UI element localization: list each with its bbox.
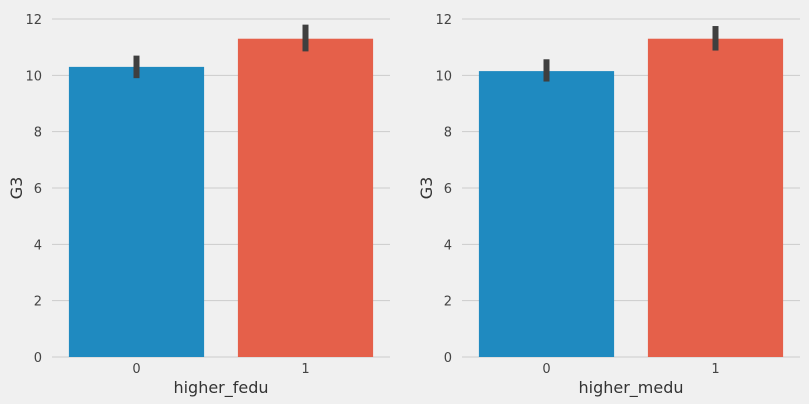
y-tick-label: 8 xyxy=(34,126,42,141)
x-tick-label: 0 xyxy=(132,362,140,377)
y-axis-label: G3 xyxy=(417,177,436,200)
bar-0 xyxy=(478,71,615,357)
y-tick-label: 6 xyxy=(444,182,452,197)
y-tick-label: 10 xyxy=(25,69,42,84)
x-axis-label: higher_medu xyxy=(578,378,683,398)
y-tick-label: 4 xyxy=(444,238,452,253)
x-tick-label: 1 xyxy=(301,362,309,377)
x-axis-label: higher_fedu xyxy=(173,378,268,398)
y-tick-label: 12 xyxy=(25,13,42,28)
y-tick-label: 2 xyxy=(34,295,42,310)
y-tick-label: 6 xyxy=(34,182,42,197)
y-tick-label: 0 xyxy=(444,351,452,366)
y-tick-label: 0 xyxy=(34,351,42,366)
bar-1 xyxy=(647,38,784,357)
y-axis-label: G3 xyxy=(7,177,26,200)
y-tick-label: 10 xyxy=(435,69,452,84)
chart-panel-1: 0 2 4 6 8 10 12 0 1 higher_medu G3 xyxy=(417,13,800,398)
bar-1 xyxy=(237,38,374,357)
y-tick-label: 8 xyxy=(444,126,452,141)
bar-0 xyxy=(68,66,205,357)
x-tick-label: 1 xyxy=(711,362,719,377)
chart-panel-0: 0 2 4 6 8 10 12 0 1 higher_fedu G3 xyxy=(7,13,390,398)
y-tick-label: 2 xyxy=(444,295,452,310)
y-tick-label: 4 xyxy=(34,238,42,253)
y-tick-label: 12 xyxy=(435,13,452,28)
x-tick-label: 0 xyxy=(542,362,550,377)
